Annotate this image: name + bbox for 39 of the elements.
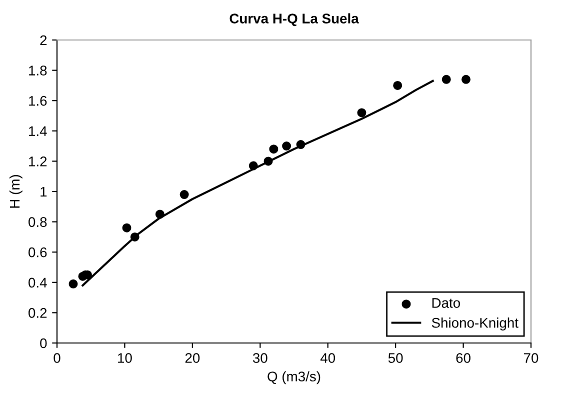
y-tick-label: 1.4: [29, 126, 47, 136]
point: [269, 144, 278, 154]
y-tick-label: 1.2: [29, 156, 47, 166]
y-tick-label: 0.8: [28, 217, 47, 227]
point: [282, 142, 292, 151]
x-tick-label: 0: [54, 353, 60, 363]
point: [130, 232, 140, 242]
point: [442, 74, 451, 84]
y-tick-label: 0.6: [28, 247, 47, 258]
point: [461, 74, 470, 84]
legend-label: Shiono-Knight: [432, 318, 518, 330]
x-tick-label: 20: [185, 353, 200, 363]
y-tick-label: 0: [40, 338, 47, 348]
y-tick-label: 0.4: [28, 278, 47, 288]
x-tick-label: 40: [320, 353, 336, 363]
point: [180, 190, 189, 200]
x-tick-label: 30: [252, 353, 268, 363]
y-tick-label: 1: [40, 186, 47, 197]
legend-label: Dato: [432, 298, 460, 308]
x-tick-label: 70: [524, 353, 538, 363]
point: [393, 80, 402, 90]
y-axis-title: H (m): [9, 175, 22, 208]
point: [122, 223, 132, 232]
x-axis-title: Q (m3/s): [268, 371, 320, 384]
x-tick-label: 50: [388, 353, 403, 363]
y-tick-label: 0.2: [28, 308, 47, 318]
point: [68, 279, 78, 288]
point: [155, 210, 164, 219]
y-tick-label: 2: [40, 35, 47, 46]
y-tick-label: 1.6: [29, 96, 47, 106]
chart-title: Curva H-Q La Suela: [230, 13, 359, 26]
x-tick-label: 60: [456, 353, 470, 363]
point: [248, 161, 258, 170]
line-series: [82, 80, 434, 286]
point: [264, 156, 273, 166]
point: [357, 108, 366, 118]
point: [296, 140, 306, 150]
x-tick-label: 10: [118, 353, 132, 363]
y-tick-label: 1.8: [29, 66, 47, 76]
